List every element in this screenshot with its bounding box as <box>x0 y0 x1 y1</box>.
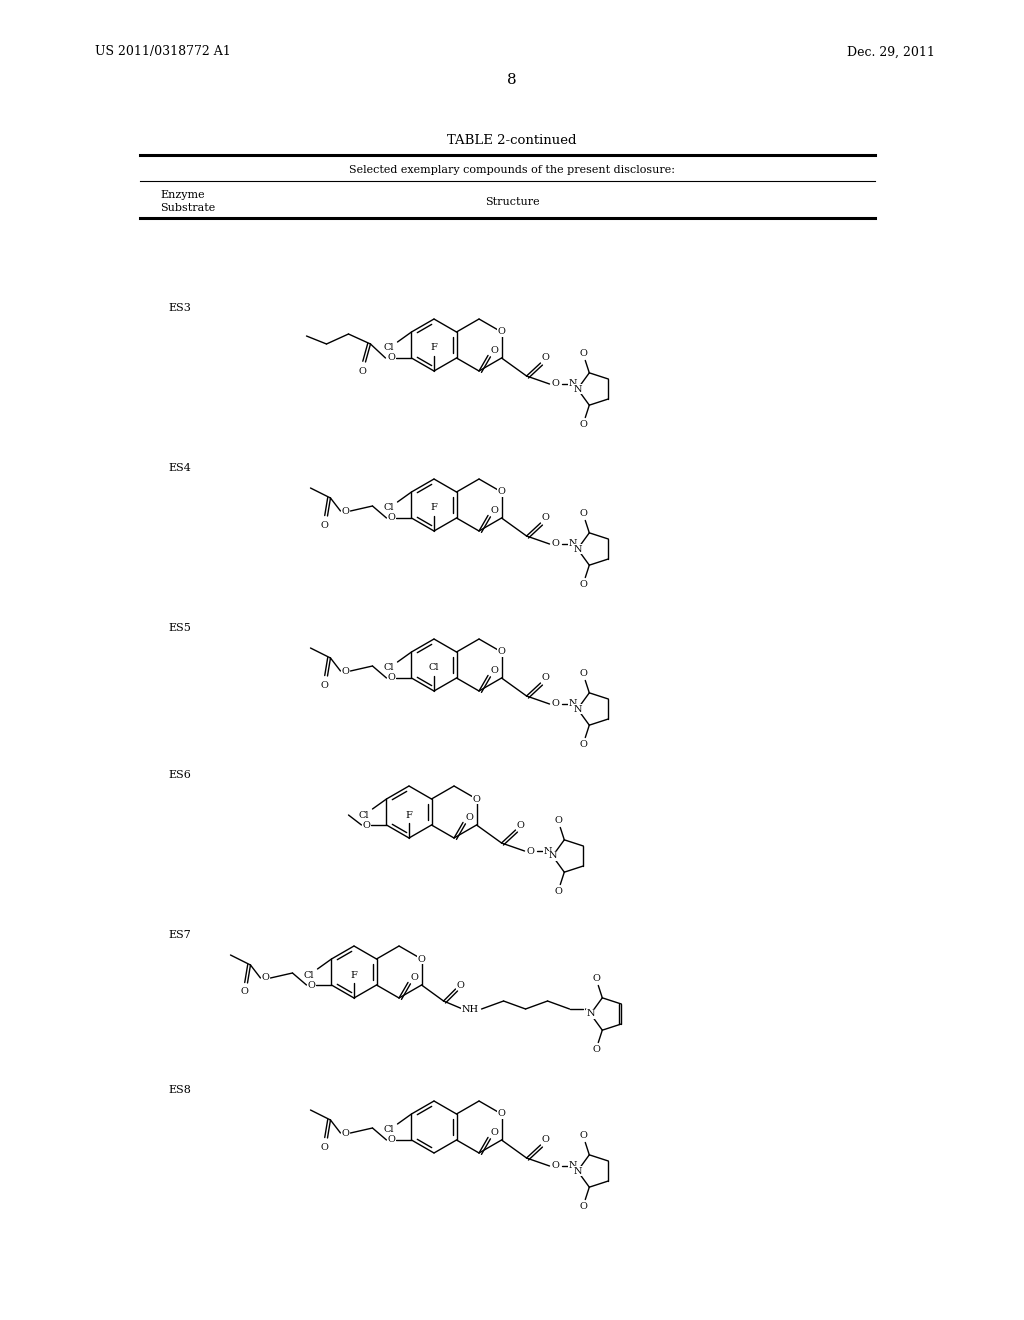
Text: O: O <box>342 507 349 516</box>
Text: O: O <box>490 506 498 515</box>
Text: Dec. 29, 2011: Dec. 29, 2011 <box>847 45 935 58</box>
Text: N: N <box>544 846 552 855</box>
Text: O: O <box>387 1135 395 1144</box>
Text: NH: NH <box>462 1005 479 1014</box>
Text: Substrate: Substrate <box>160 203 215 213</box>
Text: O: O <box>342 1129 349 1138</box>
Text: O: O <box>241 987 249 997</box>
Text: N: N <box>587 1010 595 1019</box>
Text: O: O <box>592 1044 600 1053</box>
Text: 8: 8 <box>507 73 517 87</box>
Text: O: O <box>387 673 395 682</box>
Text: O: O <box>490 346 498 355</box>
Text: ES7: ES7 <box>168 931 190 940</box>
Text: O: O <box>410 973 418 982</box>
Text: ES4: ES4 <box>168 463 190 473</box>
Text: O: O <box>554 887 562 896</box>
Text: O: O <box>552 540 559 549</box>
Text: O: O <box>498 487 506 496</box>
Text: N: N <box>548 851 557 861</box>
Text: TABLE 2-continued: TABLE 2-continued <box>447 133 577 147</box>
Text: O: O <box>580 1131 587 1140</box>
Text: O: O <box>542 673 550 682</box>
Text: O: O <box>542 1135 550 1144</box>
Text: ES3: ES3 <box>168 304 190 313</box>
Text: N: N <box>573 1167 582 1176</box>
Text: ES6: ES6 <box>168 770 190 780</box>
Text: O: O <box>473 795 480 804</box>
Text: O: O <box>552 380 559 388</box>
Text: O: O <box>321 681 329 689</box>
Text: O: O <box>418 954 426 964</box>
Text: ES5: ES5 <box>168 623 190 634</box>
Text: O: O <box>526 846 535 855</box>
Text: Cl: Cl <box>358 810 369 820</box>
Text: O: O <box>542 513 550 523</box>
Text: O: O <box>362 821 371 829</box>
Text: O: O <box>457 981 465 990</box>
Text: Cl: Cl <box>383 343 394 352</box>
Text: Enzyme: Enzyme <box>160 190 205 201</box>
Text: F: F <box>430 343 437 352</box>
Text: O: O <box>321 1143 329 1151</box>
Text: F: F <box>430 503 437 512</box>
Text: O: O <box>498 327 506 337</box>
Text: US 2011/0318772 A1: US 2011/0318772 A1 <box>95 45 230 58</box>
Text: O: O <box>387 513 395 523</box>
Text: Structure: Structure <box>484 197 540 207</box>
Text: O: O <box>261 974 269 982</box>
Text: N: N <box>573 544 582 553</box>
Text: O: O <box>580 669 587 678</box>
Text: O: O <box>498 1110 506 1118</box>
Text: O: O <box>580 739 587 748</box>
Text: O: O <box>498 648 506 656</box>
Text: ES8: ES8 <box>168 1085 190 1096</box>
Text: Cl: Cl <box>429 664 439 672</box>
Text: N: N <box>573 705 582 714</box>
Text: N: N <box>568 380 577 388</box>
Text: N: N <box>568 1162 577 1171</box>
Text: O: O <box>552 1162 559 1171</box>
Text: O: O <box>490 1127 498 1137</box>
Text: O: O <box>517 821 524 829</box>
Text: N: N <box>568 540 577 549</box>
Text: O: O <box>552 700 559 709</box>
Text: F: F <box>406 810 413 820</box>
Text: O: O <box>307 981 315 990</box>
Text: O: O <box>387 354 395 363</box>
Text: O: O <box>542 354 550 363</box>
Text: O: O <box>490 665 498 675</box>
Text: O: O <box>554 816 562 825</box>
Text: O: O <box>580 1201 587 1210</box>
Text: N: N <box>568 700 577 709</box>
Text: O: O <box>342 667 349 676</box>
Text: N: N <box>573 384 582 393</box>
Text: O: O <box>580 420 587 429</box>
Text: O: O <box>592 974 600 983</box>
Text: O: O <box>580 510 587 519</box>
Text: O: O <box>358 367 367 375</box>
Text: Cl: Cl <box>303 970 313 979</box>
Text: Cl: Cl <box>383 503 394 512</box>
Text: O: O <box>465 813 473 822</box>
Text: O: O <box>580 579 587 589</box>
Text: Cl: Cl <box>383 1126 394 1134</box>
Text: Selected exemplary compounds of the present disclosure:: Selected exemplary compounds of the pres… <box>349 165 675 176</box>
Text: Cl: Cl <box>383 664 394 672</box>
Text: O: O <box>321 520 329 529</box>
Text: O: O <box>580 350 587 358</box>
Text: F: F <box>350 970 357 979</box>
